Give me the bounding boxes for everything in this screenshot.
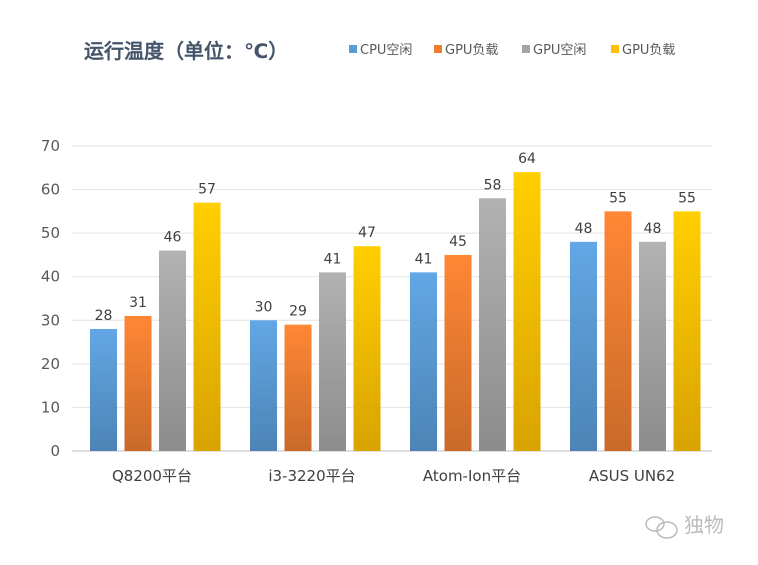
bar — [444, 254, 472, 451]
legend-label: GPU负载 — [445, 43, 498, 58]
y-tick-label: 10 — [41, 398, 60, 416]
legend-label: GPU空闲 — [533, 43, 586, 58]
data-label: 58 — [484, 177, 502, 193]
data-label: 57 — [198, 182, 216, 198]
labels: 28 31 46 57 Q8200平台 30 29 41 47 i3-3220平台 41 45 58 64… — [95, 151, 696, 485]
watermark-text: 独物 — [684, 513, 724, 537]
data-label: 64 — [518, 151, 536, 167]
legend-swatch — [349, 45, 357, 53]
x-tick-label: ASUS UN62 — [589, 467, 675, 485]
x-tick-label: Atom-Ion平台 — [423, 467, 521, 485]
bar — [353, 246, 381, 451]
legend-swatch — [611, 45, 619, 53]
bar — [673, 211, 701, 451]
wechat-logo-icon — [645, 516, 678, 539]
bar — [639, 241, 666, 451]
bar — [410, 272, 437, 451]
bar — [250, 320, 277, 451]
data-label: 55 — [609, 190, 627, 206]
bar — [479, 198, 506, 451]
y-tick-label: 60 — [41, 181, 60, 199]
bar — [90, 329, 117, 451]
bars — [90, 172, 701, 451]
data-label: 48 — [575, 221, 593, 237]
data-label: 41 — [324, 251, 342, 267]
x-tick-label: i3-3220平台 — [268, 467, 355, 485]
data-label: 29 — [289, 304, 307, 320]
y-tick-label: 0 — [50, 442, 60, 460]
legend: CPU空闲 GPU负载 GPU空闲 GPU负载 — [349, 43, 675, 58]
bar — [284, 324, 312, 451]
bar — [159, 250, 186, 451]
data-label: 30 — [255, 299, 273, 315]
bar — [513, 172, 541, 451]
bar — [124, 315, 152, 451]
y-tick-label: 40 — [41, 268, 60, 286]
legend-label: GPU负载 — [622, 43, 675, 58]
y-tick-label: 20 — [41, 355, 60, 373]
data-label: 48 — [644, 221, 662, 237]
bar — [319, 272, 346, 451]
data-label: 28 — [95, 308, 113, 324]
legend-label: CPU空闲 — [360, 43, 412, 58]
data-label: 47 — [358, 225, 376, 241]
x-tick-label: Q8200平台 — [112, 467, 192, 485]
y-tick-label: 30 — [41, 311, 60, 329]
data-label: 45 — [449, 234, 467, 250]
chart-title: 运行温度（单位：℃） — [84, 39, 288, 63]
bar — [604, 211, 632, 451]
data-label: 46 — [164, 230, 182, 246]
y-tick-label: 50 — [41, 224, 60, 242]
bar — [193, 202, 221, 451]
watermark: 独物 — [645, 513, 724, 539]
bar — [570, 241, 597, 451]
legend-swatch — [434, 45, 442, 53]
data-label: 41 — [415, 251, 433, 267]
legend-swatch — [522, 45, 530, 53]
y-tick-label: 70 — [41, 137, 60, 155]
data-label: 55 — [678, 190, 696, 206]
data-label: 31 — [129, 295, 147, 311]
